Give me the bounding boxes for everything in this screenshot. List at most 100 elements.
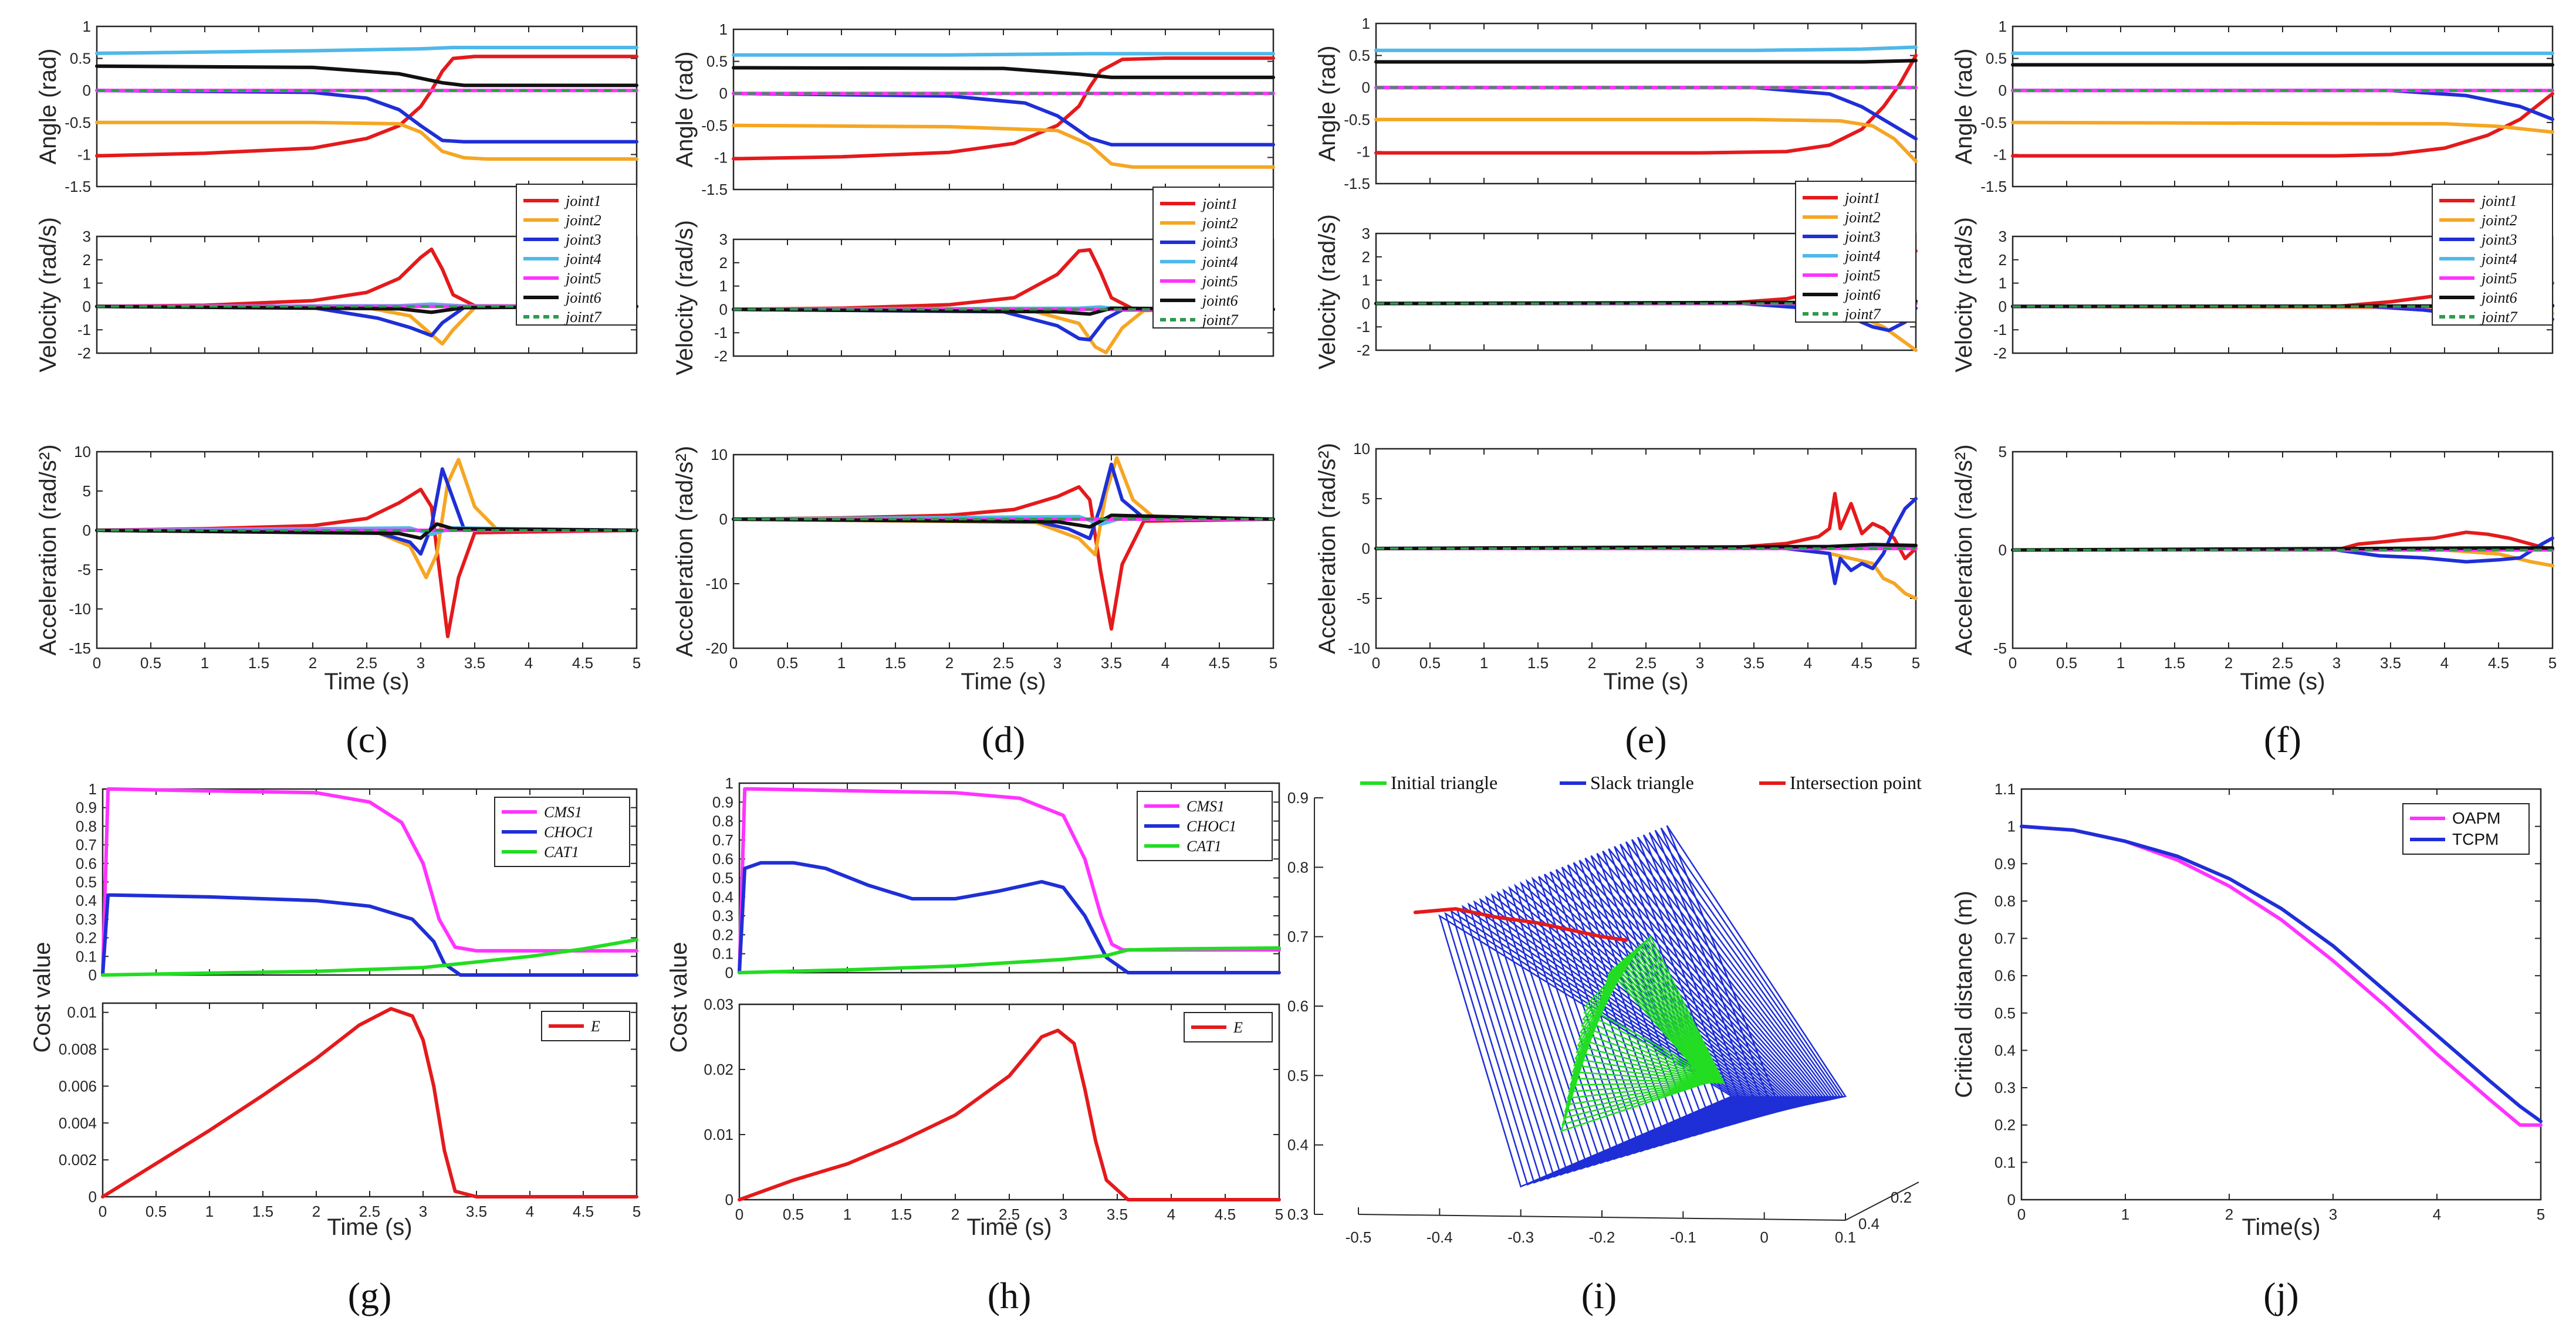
panel-h-sub1-ytick-label: 0.01 xyxy=(704,1126,733,1143)
panel-i-ztick-label: 0.2 xyxy=(1891,1189,1912,1206)
panel-c-sub2-ytick-label: 10 xyxy=(74,443,91,461)
panel-f-label: (f) xyxy=(2264,719,2301,760)
panel-c-legend-joint5-label: joint5 xyxy=(564,270,601,287)
panel-g-sub0-series-CHOC1 xyxy=(101,893,638,977)
panel-d-sub2-ytick-label: -10 xyxy=(705,575,728,593)
panel-f-sub0-series-joint3 xyxy=(2011,89,2554,121)
panel-e-sub2-ytick-label: -10 xyxy=(1348,639,1370,657)
panel-d-legend-joint6-label: joint6 xyxy=(1201,292,1238,309)
panel-f-legend-joint4-label: joint4 xyxy=(2480,250,2517,268)
panel-d-legend-joint7-label: joint7 xyxy=(1201,312,1239,329)
panel-i-initial-triangle xyxy=(1583,937,1725,1085)
panel-e-sub2-xtick-label: 3.5 xyxy=(1743,654,1764,672)
panel-g-sub1-ytick-label: 0.008 xyxy=(59,1041,97,1058)
panel-i-ytick-label: 0.8 xyxy=(1287,858,1309,876)
panel-f-sub1-ytick-label: -1 xyxy=(1993,321,2007,338)
panel-h-sub0-series-CAT1 xyxy=(738,946,1281,974)
panel-f-legend-joint3-label: joint3 xyxy=(2480,231,2517,248)
panel-c-sub2-xtick-label: 4.5 xyxy=(572,654,593,672)
panel-e-label: (e) xyxy=(1625,719,1666,760)
panel-i-slack-triangle xyxy=(1666,825,1847,1111)
panel-d-ylabel-1: Velocity (rad/s) xyxy=(672,220,698,375)
panel-h-sub0-ytick-label: 0.6 xyxy=(712,850,733,868)
panel-c-sub2-xtick-label: 1 xyxy=(201,654,209,672)
panel-e-sub0-series-joint4 xyxy=(1374,45,1918,52)
panel-j-ylabel: Critical distance (m) xyxy=(1951,891,1977,1098)
panel-f-sub2-series-joint2 xyxy=(2011,548,2554,568)
panel-i-slack-triangle xyxy=(1531,876,1780,1156)
panel-d-sub2-ytick-label: -20 xyxy=(705,639,728,657)
panel-i-xtick-label: -0.4 xyxy=(1426,1228,1453,1246)
panel-f-legend-joint6-label: joint6 xyxy=(2480,289,2517,306)
panel-e-sub0-ytick-label: 1 xyxy=(1362,15,1370,32)
panel-d-sub2-xtick-label: 1.5 xyxy=(885,654,906,672)
panel-h-sub0-ytick-label: 0.8 xyxy=(712,813,733,830)
panel-i-slack-triangle xyxy=(1543,874,1786,1153)
panel-i-ytick-label: 0.3 xyxy=(1287,1206,1309,1223)
panel-j-axes-frame xyxy=(2020,788,2542,1201)
panel-i-label: (i) xyxy=(1581,1275,1617,1316)
panel-f-sub1-ytick-label: 3 xyxy=(1999,228,2007,245)
panel-e-sub1-ytick-label: -1 xyxy=(1357,318,1370,336)
panel-e-legend-joint1-label: joint1 xyxy=(1843,189,1881,206)
panel-f-ylabel-1: Velocity (rad/s) xyxy=(1951,217,1977,373)
panel-g-sub0-ytick-label: 0.7 xyxy=(76,836,97,854)
panel-d-sub1-ytick-label: 2 xyxy=(719,254,728,272)
panel-i-xtick-label: 0 xyxy=(1760,1228,1768,1246)
panel-j-xtick-label: 0 xyxy=(2017,1206,2026,1223)
panel-c-sub1-ytick-label: 3 xyxy=(83,228,91,245)
panel-g-sub0-ytick-label: 0.6 xyxy=(76,855,97,872)
panel-h-sub1-series-E xyxy=(738,1028,1281,1201)
panel-d-sub0-series-joint2 xyxy=(732,123,1275,169)
panel-g-sub0-series-CMS1 xyxy=(101,787,638,977)
panel-e-sub2-ytick-label: 10 xyxy=(1353,440,1370,458)
panel-c-sub2-ytick-label: -15 xyxy=(69,639,91,657)
panel-h-legend-CAT1-label: CAT1 xyxy=(1186,838,1222,855)
panel-d-sub1-ytick-label: -1 xyxy=(714,324,728,341)
panel-e-sub2-series-joint2 xyxy=(1374,547,1918,600)
panel-i-initial-triangle xyxy=(1584,935,1726,1085)
panel-f-ylabel-0: Angle (rad) xyxy=(1951,49,1977,165)
panel-i-ztick-label: 0.4 xyxy=(1858,1215,1879,1233)
panel-c-sub2-xtick-label: 0 xyxy=(93,654,101,672)
panel-g-sub1-xtick-label: 5 xyxy=(633,1203,641,1220)
panel-f-sub2-xtick-label: 0 xyxy=(2009,654,2017,672)
panel-d-sub2-ytick-label: 10 xyxy=(711,446,728,463)
panel-g-legend-CMS1-label: CMS1 xyxy=(544,804,582,821)
panel-e-sub2-ytick-label: -5 xyxy=(1357,590,1370,607)
panel-c-legend-joint4-label: joint4 xyxy=(564,250,601,268)
panel-f-legend-joint5-label: joint5 xyxy=(2480,270,2517,287)
panel-f-sub0-series-joint2 xyxy=(2011,120,2554,134)
panel-d-sub1-series-joint3 xyxy=(732,307,1275,342)
panel-c-sub2-ytick-label: -10 xyxy=(69,600,91,618)
panel-h-sub0-ytick-label: 0.3 xyxy=(712,907,733,925)
panel-i-xtick-label: -0.3 xyxy=(1507,1228,1534,1246)
panel-h-sub0-ytick-label: 0.7 xyxy=(712,831,733,849)
panel-d-sub1-ytick-label: 3 xyxy=(719,231,728,248)
panel-c-legend-joint1-label: joint1 xyxy=(564,192,601,209)
panel-c-legend-joint6-label: joint6 xyxy=(564,289,601,306)
panel-j-ytick-label: 0.4 xyxy=(1994,1041,2016,1059)
panel-e-sub0-ytick-label: 0 xyxy=(1362,79,1370,96)
panel-i-xtick-label: -0.5 xyxy=(1346,1228,1372,1246)
panel-d-sub2-xtick-label: 0 xyxy=(729,654,738,672)
panel-f-sub2-ytick-label: 0 xyxy=(1999,541,2007,559)
panel-d-legend-joint1-label: joint1 xyxy=(1201,195,1238,212)
panel-h-sub1-xtick-label: 5 xyxy=(1275,1206,1283,1223)
panel-f-sub0-series-joint1 xyxy=(2011,92,2554,158)
panel-e-sub2-xtick-label: 1 xyxy=(1480,654,1488,672)
panel-c-sub1-ytick-label: 0 xyxy=(83,297,91,315)
panel-f-sub0-ytick-label: 0 xyxy=(1999,82,2007,99)
panel-e-sub2-xtick-label: 0.5 xyxy=(1419,654,1441,672)
panel-h-sub1-xtick-label: 2 xyxy=(951,1206,959,1223)
panel-j-ytick-label: 0.2 xyxy=(1994,1116,2016,1134)
panel-c-sub2-xtick-label: 1.5 xyxy=(248,654,269,672)
panel-j-ytick-label: 1.1 xyxy=(1994,780,2016,798)
panel-d-sub1-ytick-label: 0 xyxy=(719,300,728,318)
panel-d-sub2-xtick-label: 1 xyxy=(837,654,846,672)
panel-d-xlabel: Time (s) xyxy=(961,669,1046,695)
panel-i-slack-triangle xyxy=(1485,895,1757,1172)
panel-e-sub0-axes-frame xyxy=(1375,22,1917,185)
